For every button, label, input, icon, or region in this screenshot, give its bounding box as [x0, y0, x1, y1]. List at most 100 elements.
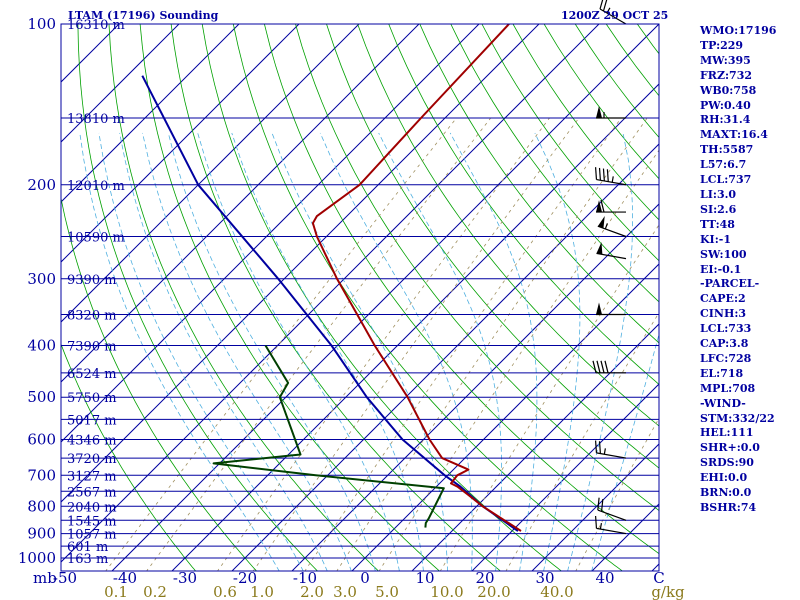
mixing-ratio-label: 0.2 [143, 583, 167, 600]
height-label: 1057 m [67, 528, 117, 543]
sidebar-index: EI:-0.1 [700, 262, 742, 276]
moist-adiabat-line [378, 132, 502, 571]
mixing-ratio-label: 40.0 [540, 583, 573, 600]
dry-adiabat-line [264, 24, 659, 555]
pressure-tick-label: 500 [27, 388, 56, 406]
isotherm-line [351, 263, 659, 571]
height-label: 1545 m [67, 514, 117, 529]
sidebar-index: LCL:733 [700, 322, 752, 336]
pressure-tick-label: 100 [27, 15, 56, 33]
temperature-line [311, 24, 522, 532]
isotherm-line [61, 24, 540, 503]
moist-adiabat-line [567, 132, 634, 571]
height-label: 9390 m [67, 273, 117, 288]
wind-barb [594, 167, 627, 186]
mixing-ratio-label: 1.0 [250, 583, 274, 600]
temperature-tick-label: C [653, 569, 664, 587]
plot-frame [60, 23, 660, 572]
temperature-tick-label: -10 [293, 569, 317, 587]
isotherm-line [411, 323, 659, 571]
dry-adiabat-line [450, 24, 659, 303]
sidebar-index: FRZ:732 [700, 68, 753, 82]
sidebar-index: SI:2.6 [700, 202, 737, 216]
height-label: 2040 m [67, 500, 117, 515]
dry-adiabat-line [481, 24, 659, 262]
temperature-tick-label: -20 [233, 569, 257, 587]
sidebar-index: -WIND- [700, 396, 746, 410]
sidebar-index: BSHR:74 [700, 501, 757, 514]
height-label: 8320 m [67, 309, 117, 324]
dry-adiabat-line [295, 24, 659, 512]
sidebar-index: TT:48 [700, 217, 735, 231]
height-label: 7390 m [67, 340, 117, 355]
mixing-ratio-label: g/kg [651, 583, 685, 600]
moist-adiabat-line [449, 132, 538, 571]
sidebar-index: LFC:728 [700, 351, 752, 365]
sidebar-index: STM:332/22 [700, 411, 775, 425]
pressure-tick-label: 700 [27, 466, 56, 484]
wind-barb [596, 199, 626, 213]
isotherm-line [61, 24, 600, 563]
height-label: 3127 m [67, 469, 117, 484]
wind-barb [596, 302, 626, 316]
dry-adiabat-line [108, 24, 380, 571]
sidebar-index: SRDS:90 [700, 456, 754, 470]
sidebar-index: MAXT:16.4 [700, 128, 768, 142]
thermo-grid [0, 24, 659, 572]
moist-adiabat-line [534, 132, 581, 571]
wind-barb [599, 0, 627, 25]
sidebar-index: WB0:758 [700, 83, 757, 97]
height-label: 3720 m [67, 452, 117, 467]
sidebar-index: LCL:737 [700, 173, 752, 187]
temperature-tick-label: -50 [53, 569, 77, 587]
dewpoint-line [212, 344, 445, 528]
moist-adiabat-line [142, 132, 352, 571]
moist-adiabat-line [591, 332, 659, 571]
isotherm-line [61, 24, 360, 323]
mixing-ratio-line [105, 117, 457, 571]
virtual-temperature-line [141, 75, 519, 532]
isotherm-line [0, 24, 59, 572]
sounding-profiles [141, 24, 522, 532]
sidebar-index: -PARCEL- [700, 277, 760, 291]
sidebar-index: KI:-1 [700, 232, 731, 246]
dry-adiabat-line [139, 24, 441, 571]
sidebar-index: HEL:111 [700, 426, 754, 440]
sidebar-index: TH:5587 [700, 143, 754, 157]
mixing-ratio-line [217, 117, 550, 571]
pressure-tick-label: 300 [27, 270, 56, 288]
pressure-tick-label: 900 [27, 525, 56, 543]
temperature-tick-label: 30 [535, 569, 554, 587]
pressure-tick-label: 400 [27, 337, 56, 355]
isotherm-line [61, 24, 180, 143]
mixing-ratio-line [378, 149, 659, 571]
moist-adiabat-line [271, 132, 448, 571]
moist-adiabat-line [119, 132, 328, 571]
mixing-ratio-line [575, 417, 659, 571]
sidebar-index: MW:395 [700, 53, 751, 67]
wind-barbs [592, 0, 627, 535]
sidebar-index: MPL:708 [700, 381, 756, 395]
isotherm-line [291, 203, 659, 571]
temperature-tick-label: 0 [360, 569, 370, 587]
pressure-tick-label: 800 [27, 497, 56, 515]
sidebar-index: TP:229 [700, 38, 744, 52]
temperature-tick-label: -30 [173, 569, 197, 587]
moist-adiabat-line [319, 132, 473, 571]
wind-barb [596, 242, 627, 260]
height-label: 12010 m [67, 179, 125, 194]
sidebar-index: CAP:3.8 [700, 337, 749, 351]
isotherm-line [61, 24, 300, 263]
pressure-tick-label: 1000 [18, 549, 56, 567]
moist-adiabat-line [231, 132, 424, 571]
height-label: 5750 m [67, 391, 117, 406]
height-label: 163 m [67, 552, 108, 567]
height-label: 13810 m [67, 112, 125, 127]
moist-adiabat-line [197, 132, 400, 571]
moist-adiabat-line [167, 132, 376, 571]
mixing-ratio-line [439, 224, 659, 571]
wind-barb [596, 106, 626, 119]
mixing-ratio-label: 3.0 [333, 583, 357, 600]
